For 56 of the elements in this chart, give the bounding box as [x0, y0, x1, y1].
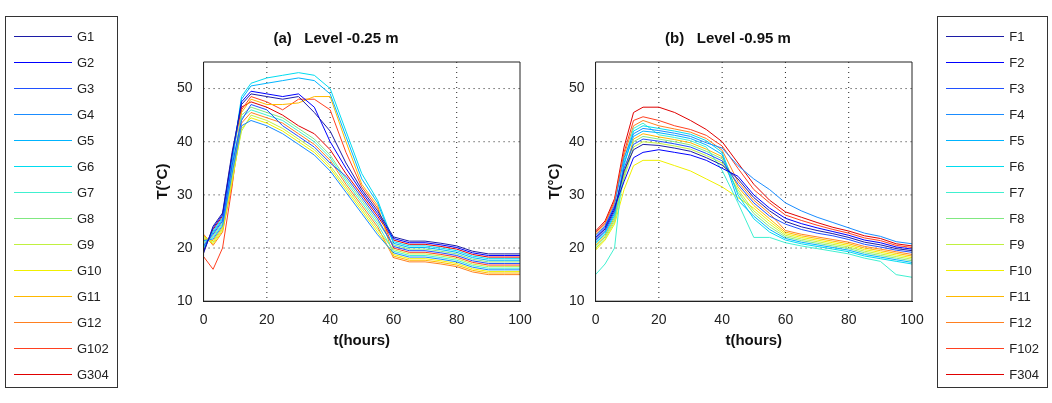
legend-label: G1: [77, 28, 95, 44]
legend-label: F12: [1009, 314, 1032, 330]
legend-label: G102: [77, 340, 109, 356]
x-tick-label: 60: [385, 311, 402, 328]
x-tick-label: 0: [199, 311, 208, 328]
y-tick-label: 30: [568, 185, 585, 202]
legend-label: F102: [1009, 340, 1039, 356]
legend-label: G11: [77, 288, 101, 304]
legend-label: F8: [1009, 210, 1025, 226]
y-tick-label: 20: [568, 238, 585, 255]
legend-label: G304: [77, 366, 109, 382]
x-tick-label: 100: [508, 311, 532, 328]
x-tick-label: 40: [322, 311, 339, 328]
x-tick-label: 40: [714, 311, 731, 328]
x-tick-label: 80: [448, 311, 465, 328]
y-tick-label: 40: [176, 132, 193, 149]
y-tick-label: 10: [568, 292, 585, 309]
y-tick-label: 40: [568, 132, 585, 149]
y-tick-label: 30: [176, 185, 193, 202]
legend-label: F2: [1009, 54, 1025, 70]
legend-label: F10: [1009, 262, 1032, 278]
x-tick-label: 0: [591, 311, 600, 328]
legend-label: G3: [77, 80, 95, 96]
chart-title: (a) Level -0.25 m: [273, 29, 399, 47]
legend-label: G9: [77, 236, 95, 252]
legend-label: F9: [1009, 236, 1025, 252]
legend-label: F5: [1009, 132, 1025, 148]
x-axis-title: t(hours): [725, 331, 783, 349]
legend-label: F1: [1009, 28, 1025, 44]
legend-label: G10: [77, 262, 102, 278]
legend-label: F7: [1009, 184, 1025, 200]
legend-label: G6: [77, 158, 95, 174]
legend-label: F304: [1009, 366, 1039, 382]
legend-label: G5: [77, 132, 95, 148]
legend-label: F3: [1009, 80, 1025, 96]
y-axis-title: T(°C): [545, 163, 563, 200]
legend-label: F4: [1009, 106, 1025, 122]
y-tick-label: 50: [176, 79, 193, 96]
x-tick-label: 20: [259, 311, 275, 328]
legend-label: G12: [77, 314, 102, 330]
legend-label: F6: [1009, 158, 1025, 174]
legend-label: G4: [77, 106, 95, 122]
legend-label: G8: [77, 210, 95, 226]
x-tick-label: 20: [651, 311, 667, 328]
legend-label: G7: [77, 184, 95, 200]
chart-title: (b) Level -0.95 m: [665, 29, 791, 47]
legend-label: F11: [1009, 288, 1031, 304]
y-axis-title: T(°C): [153, 163, 171, 200]
x-tick-label: 100: [900, 311, 924, 328]
legend-label: G2: [77, 54, 95, 70]
x-tick-label: 80: [840, 311, 857, 328]
y-tick-label: 50: [568, 79, 585, 96]
y-tick-label: 10: [176, 292, 193, 309]
x-axis-title: t(hours): [333, 331, 391, 349]
y-tick-label: 20: [176, 238, 193, 255]
x-tick-label: 60: [777, 311, 794, 328]
